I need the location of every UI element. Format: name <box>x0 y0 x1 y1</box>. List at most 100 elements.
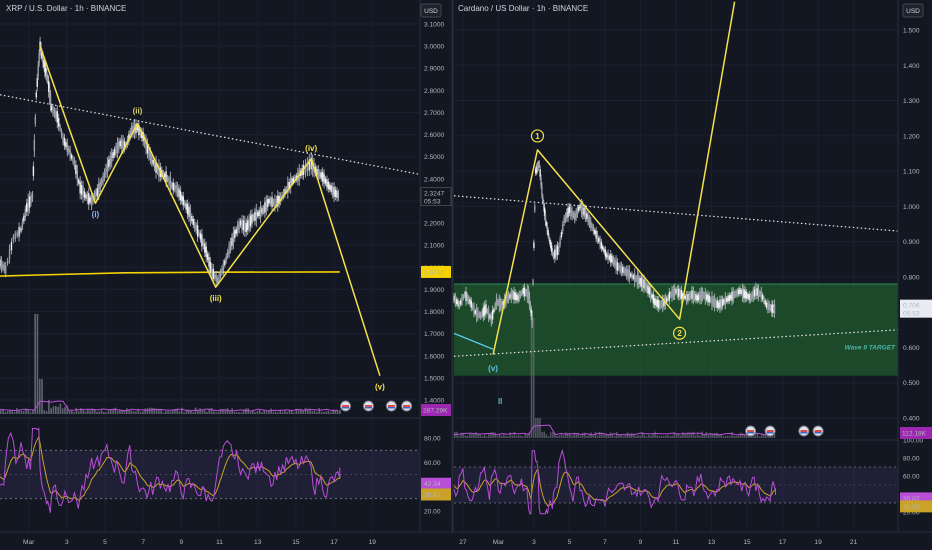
candle-body <box>630 273 632 277</box>
xrp-price-axis[interactable]: 3.1000 3.0000 2.9000 2.8000 2.7000 2.6000 2.50… <box>419 0 452 532</box>
candle-body <box>736 290 738 296</box>
candle-body <box>615 259 617 270</box>
candle-body <box>254 212 256 221</box>
candle-body <box>548 235 550 240</box>
volume-bar <box>103 412 105 414</box>
candle-body <box>594 229 596 234</box>
candle-body <box>693 293 696 299</box>
volume-bar <box>581 432 584 438</box>
candle-body <box>741 288 744 298</box>
candle-body <box>501 301 503 309</box>
volume-bar <box>206 411 208 414</box>
xrp-symbol-title[interactable]: XRP / U.S. Dollar · 1h · BINANCE <box>6 4 126 13</box>
candle-body <box>0 260 3 269</box>
candle-body <box>733 292 736 297</box>
xrp-currency-button[interactable] <box>420 3 442 18</box>
ada-time-axis[interactable]: 27 Mar 3 5 7 9 11 13 15 17 19 21 <box>459 539 857 546</box>
volume-bar <box>146 408 149 414</box>
volume-bar <box>620 434 622 438</box>
ada-chart-pane[interactable]: Wave II TARGET 1 2 (v) II Cardano / US Doll… <box>453 0 932 532</box>
candle-body <box>481 311 483 317</box>
candle-body <box>221 268 223 274</box>
candle-body <box>52 106 54 114</box>
candle-body <box>731 291 733 301</box>
candle-body <box>703 293 705 298</box>
volume-bar <box>6 411 9 414</box>
xrp-time-axis[interactable]: Mar 3 5 7 9 11 13 15 17 19 <box>23 539 376 546</box>
xrp-event-icons[interactable] <box>340 400 413 412</box>
candle-body <box>186 204 189 215</box>
candle-body <box>540 178 542 186</box>
candle-body <box>8 249 11 259</box>
candle-body <box>336 190 338 198</box>
volume-bar <box>641 432 644 438</box>
xrp-price-line <box>0 36 340 286</box>
candle-body <box>209 261 212 272</box>
candle-body <box>723 299 725 304</box>
x-tick-9: 19 <box>369 539 377 546</box>
candle-body <box>153 162 156 169</box>
volume-bar <box>155 408 158 414</box>
ada-currency-button[interactable] <box>902 3 924 18</box>
ada-symbol-title[interactable]: Cardano / US Dollar · 1h · BINANCE <box>458 4 588 13</box>
xrp-chart-pane[interactable]: (i) (ii) (iii) (iv) (v) XRP / U.S. Dollar · … <box>0 0 452 532</box>
candle-body <box>648 287 651 295</box>
x-tick-1: Mar <box>493 539 505 546</box>
candle-body <box>83 191 86 198</box>
candle-body <box>56 111 58 123</box>
candle-body <box>98 183 100 195</box>
candle-body <box>95 191 97 198</box>
candle-body <box>763 297 765 302</box>
candle-body <box>732 291 734 300</box>
candle-body <box>610 254 612 263</box>
volume-bar <box>116 410 119 414</box>
candle-body <box>685 294 688 302</box>
candle-body <box>244 221 246 232</box>
volume-bar <box>515 435 518 438</box>
candle-body <box>542 202 545 209</box>
candle-body <box>513 291 515 300</box>
x-tick-7: 15 <box>292 539 300 546</box>
candle-body <box>600 241 603 249</box>
volume-bar <box>323 412 325 414</box>
rsi-ma-value-tag <box>421 488 451 501</box>
candle-body <box>232 232 235 244</box>
ada-price-axis[interactable]: 1.500 1.400 1.300 1.200 1.100 1.000 0.900 0.800… <box>897 0 932 532</box>
candle-body <box>281 194 283 199</box>
volume-bar <box>100 410 103 414</box>
candle-body <box>214 273 216 279</box>
candle-body <box>562 224 564 231</box>
volume-bar <box>490 432 492 438</box>
candle-body <box>471 304 474 309</box>
candle-body <box>514 292 516 300</box>
volume-bar <box>475 432 477 438</box>
volume-bar <box>545 434 548 438</box>
candle-body <box>713 298 716 307</box>
candle-body <box>509 294 511 299</box>
volume-bar <box>643 435 646 438</box>
volume-bar <box>714 433 716 438</box>
x-tick-3: 5 <box>568 539 572 546</box>
wave-circle-1 <box>672 326 687 340</box>
candle-body <box>129 130 131 138</box>
candle-body <box>752 290 754 299</box>
candle-body <box>767 302 769 310</box>
volume-bar <box>526 435 529 438</box>
candle-body <box>628 269 631 279</box>
volume-bar <box>509 432 512 438</box>
ada-event-icons[interactable] <box>745 425 824 437</box>
candle-body <box>241 219 243 229</box>
candle-body <box>191 216 193 222</box>
volume-bar <box>190 410 192 414</box>
candle-body <box>652 294 655 304</box>
volume-bar <box>460 432 462 438</box>
volume-bar <box>692 431 695 438</box>
event-icon-flag-b-0 <box>342 407 350 409</box>
volume-bar <box>750 435 752 438</box>
candle-body <box>113 149 116 156</box>
candle-body <box>165 171 167 182</box>
candle-body <box>771 304 773 313</box>
volume-bar <box>252 410 254 414</box>
volume-bar <box>128 410 130 414</box>
volume-bar <box>93 409 96 414</box>
